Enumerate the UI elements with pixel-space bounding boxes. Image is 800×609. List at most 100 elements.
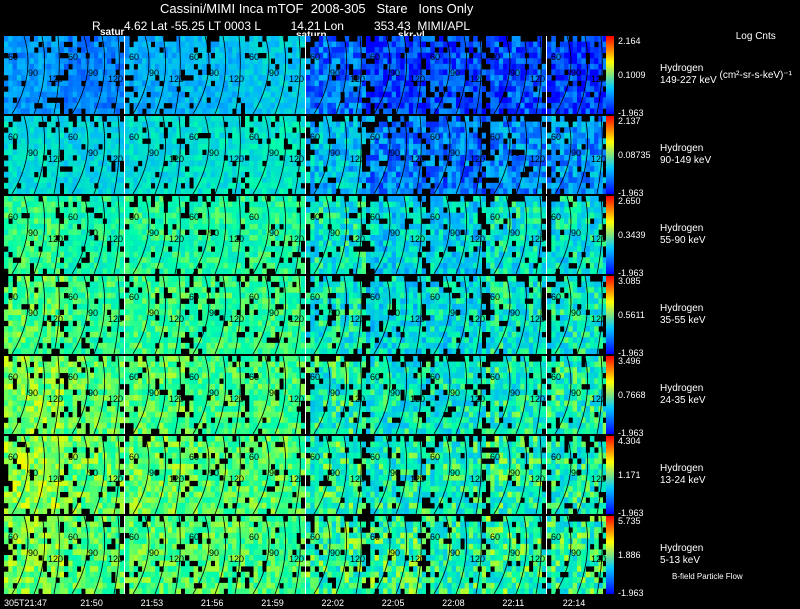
panel-image: 60 90 120 bbox=[184, 356, 245, 434]
image-panel: 60 90 120 bbox=[365, 116, 427, 194]
panel-image: 60 90 120 bbox=[305, 436, 366, 514]
contour-label: 60 bbox=[8, 292, 18, 302]
contour-label: 120 bbox=[289, 554, 304, 564]
panel-image: 60 90 120 bbox=[184, 116, 245, 194]
contour-label: 90 bbox=[330, 68, 340, 78]
contour-label: 90 bbox=[269, 548, 279, 558]
image-panel: 60 90 120 bbox=[546, 516, 608, 594]
contour-label: 120 bbox=[48, 314, 63, 324]
image-panel: 60 90 120 bbox=[4, 276, 65, 354]
colorbar-value: 0.08735 bbox=[618, 150, 651, 160]
panel-image: 60 90 120 bbox=[546, 196, 607, 274]
contour-label: 120 bbox=[169, 394, 184, 404]
contour-label: 60 bbox=[370, 52, 380, 62]
panel-image: 60 90 120 bbox=[365, 516, 426, 594]
contour-label: 120 bbox=[289, 74, 304, 84]
image-panel: 60 90 120 bbox=[124, 36, 186, 114]
contour-label: 120 bbox=[591, 234, 606, 244]
contour-label: 90 bbox=[28, 388, 38, 398]
colorbar-value: 0.5611 bbox=[618, 310, 645, 320]
contour-label: 60 bbox=[551, 52, 561, 62]
contour-label: 60 bbox=[189, 372, 199, 382]
contour-label: 60 bbox=[490, 292, 500, 302]
image-panel: 60 90 120 bbox=[4, 196, 65, 274]
contour-label: 60 bbox=[129, 212, 139, 222]
contour-label: 60 bbox=[490, 532, 500, 542]
contour-label: 60 bbox=[249, 212, 259, 222]
image-panel: 60 90 120 bbox=[305, 356, 367, 434]
contour-label: 90 bbox=[269, 308, 279, 318]
contour-label: 120 bbox=[410, 314, 425, 324]
contour-label: 90 bbox=[510, 68, 520, 78]
contour-label: 90 bbox=[149, 68, 159, 78]
contour-label: 60 bbox=[551, 132, 561, 142]
image-panel: 60 90 120 bbox=[4, 516, 65, 594]
contour-label: 120 bbox=[169, 234, 184, 244]
species-label: Hydrogen 55-90 keV bbox=[660, 223, 706, 247]
colorbar-value: -1.963 bbox=[618, 588, 644, 598]
contour-label: 90 bbox=[510, 228, 520, 238]
contour-label: 60 bbox=[249, 292, 259, 302]
contour-label: 120 bbox=[470, 234, 485, 244]
contour-label: 60 bbox=[490, 52, 500, 62]
panel-image: 60 90 120 bbox=[486, 436, 547, 514]
image-panel: 60 90 120 bbox=[546, 276, 608, 354]
contour-label: 120 bbox=[530, 154, 545, 164]
contour-label: 120 bbox=[289, 234, 304, 244]
contour-label: 90 bbox=[28, 548, 38, 558]
contour-label: 120 bbox=[289, 314, 304, 324]
panel-image: 60 90 120 bbox=[546, 36, 607, 114]
colorbar-value: -1.963 bbox=[618, 188, 644, 198]
color-bar bbox=[606, 436, 614, 514]
contour-label: 60 bbox=[129, 132, 139, 142]
panel-image: 60 90 120 bbox=[365, 436, 426, 514]
image-panel: 60 90 120 bbox=[184, 436, 246, 514]
panel-image: 60 90 120 bbox=[426, 196, 487, 274]
contour-label: 60 bbox=[68, 532, 78, 542]
contour-label: 120 bbox=[470, 314, 485, 324]
image-panel: 60 90 120 bbox=[245, 116, 307, 194]
colorbar-value: 5.735 bbox=[618, 516, 641, 526]
contour-label: 120 bbox=[591, 554, 606, 564]
panel-image: 60 90 120 bbox=[245, 356, 306, 434]
contour-label: 60 bbox=[310, 212, 320, 222]
panel-image: 60 90 120 bbox=[64, 356, 125, 434]
contour-label: 90 bbox=[510, 548, 520, 558]
image-panel: 60 90 120 bbox=[64, 356, 126, 434]
contour-label: 120 bbox=[108, 74, 123, 84]
contour-label: 90 bbox=[330, 548, 340, 558]
energy-range: 55-90 keV bbox=[660, 235, 706, 246]
image-panel: 60 90 120 bbox=[245, 276, 307, 354]
energy-range: 149-227 keV bbox=[660, 75, 717, 86]
contour-label: 90 bbox=[330, 148, 340, 158]
image-panel: 60 90 120 bbox=[426, 516, 488, 594]
panel-image: 60 90 120 bbox=[486, 36, 547, 114]
image-panel: 60 90 120 bbox=[426, 436, 488, 514]
contour-label: 90 bbox=[88, 228, 98, 238]
panel-image: 60 90 120 bbox=[124, 276, 185, 354]
contour-label: 90 bbox=[390, 148, 400, 158]
species-label: Hydrogen 149-227 keV bbox=[660, 63, 717, 87]
contour-label: 60 bbox=[430, 212, 440, 222]
contour-label: 90 bbox=[571, 68, 581, 78]
contour-label: 90 bbox=[510, 148, 520, 158]
image-panel: 60 90 120 bbox=[124, 196, 186, 274]
colorbar-value: -1.963 bbox=[618, 508, 644, 518]
panel-image: 60 90 120 bbox=[305, 196, 366, 274]
contour-label: 60 bbox=[68, 452, 78, 462]
contour-label: 120 bbox=[169, 74, 184, 84]
contour-label: 60 bbox=[129, 292, 139, 302]
units-label: Log Cnts bbox=[735, 31, 776, 42]
contour-label: 120 bbox=[229, 74, 244, 84]
panel-image: 60 90 120 bbox=[245, 196, 306, 274]
energy-range: 90-149 keV bbox=[660, 155, 712, 166]
time-tick: 22:05 bbox=[381, 598, 405, 608]
contour-label: 90 bbox=[571, 548, 581, 558]
panel-image: 60 90 120 bbox=[426, 36, 487, 114]
contour-label: 90 bbox=[209, 548, 219, 558]
panel-image: 60 90 120 bbox=[245, 436, 306, 514]
color-bar bbox=[606, 116, 614, 194]
image-panel: 60 90 120 bbox=[486, 116, 548, 194]
contour-label: 90 bbox=[390, 228, 400, 238]
contour-label: 120 bbox=[410, 474, 425, 484]
